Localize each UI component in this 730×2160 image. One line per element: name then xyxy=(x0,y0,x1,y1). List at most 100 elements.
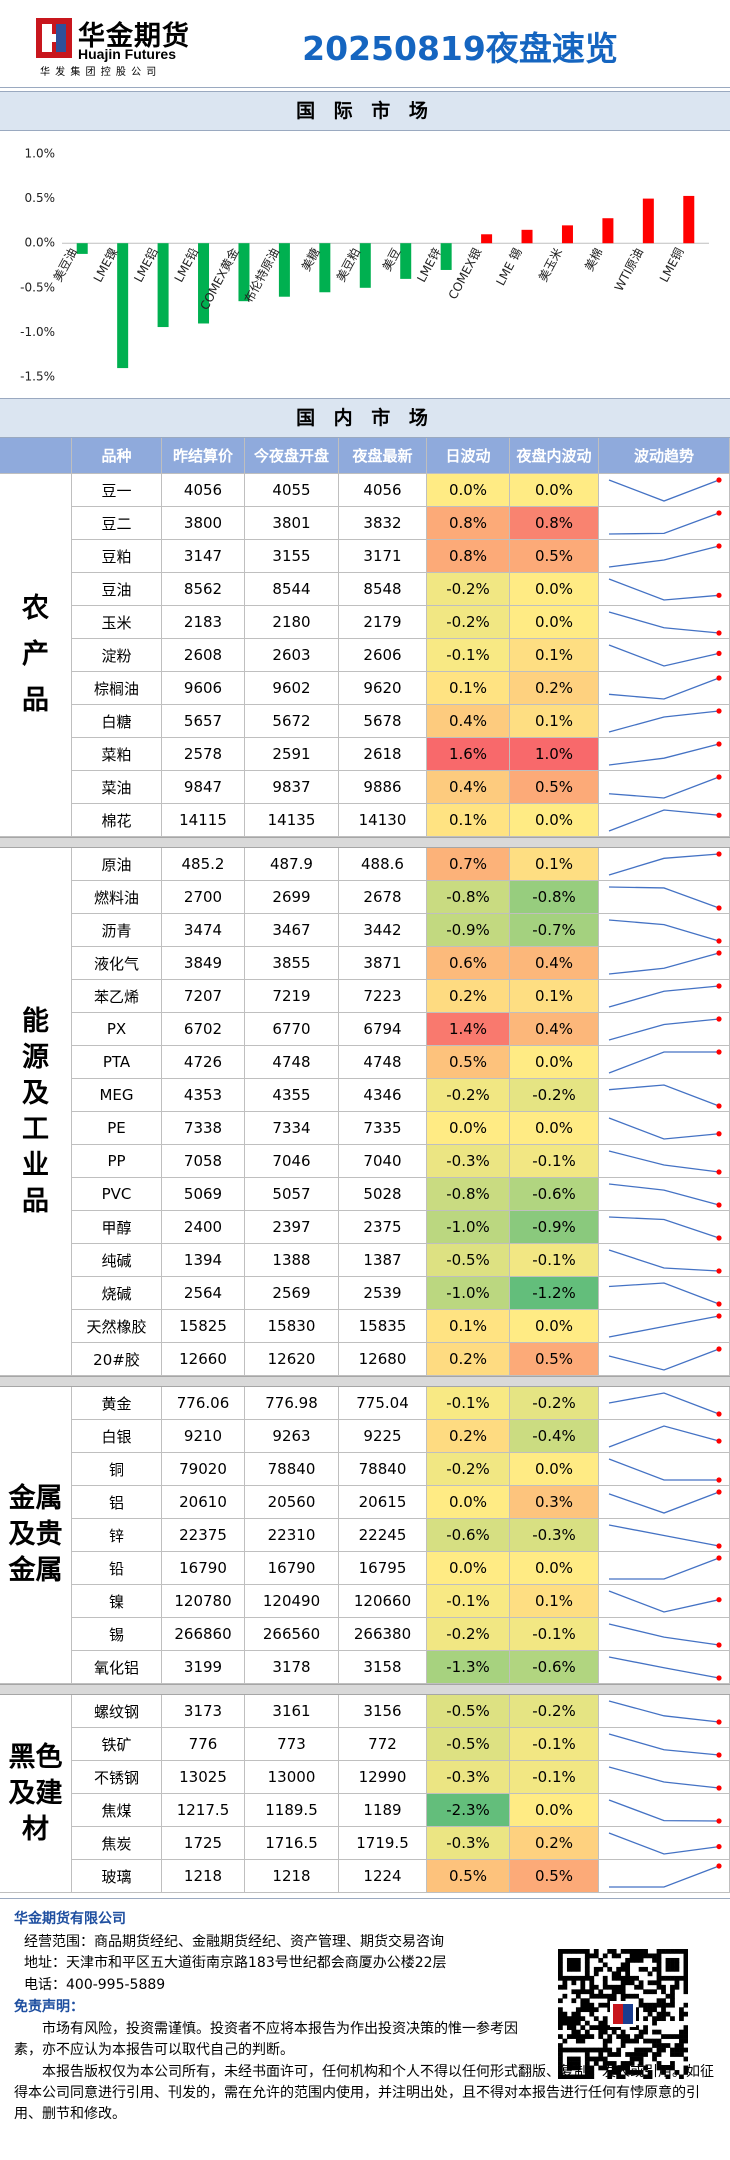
qr-module xyxy=(571,1989,577,1995)
trend-dot xyxy=(716,675,722,681)
qr-module xyxy=(607,1993,613,1999)
qr-module xyxy=(629,1949,635,1954)
qr-code xyxy=(558,1949,688,2079)
qr-module xyxy=(670,1993,675,1999)
price-cell: 5057 xyxy=(245,1178,339,1211)
name-cell: 甲醇 xyxy=(72,1211,162,1244)
price-cell: 9837 xyxy=(245,771,339,804)
change-cell: 0.2% xyxy=(427,980,510,1013)
trend-cell xyxy=(599,1695,730,1728)
qr-module xyxy=(643,1953,648,1959)
price-cell: 3155 xyxy=(245,540,339,573)
qr-module xyxy=(656,2029,662,2035)
trend-dot xyxy=(716,708,722,714)
qr-module xyxy=(625,1957,631,1963)
price-cell: 9210 xyxy=(162,1420,245,1453)
trend-dot xyxy=(716,1597,722,1603)
trend-cell xyxy=(599,540,730,573)
qr-module xyxy=(656,1949,662,1954)
change-cell: 0.0% xyxy=(427,1486,510,1519)
qr-module xyxy=(643,2029,648,2035)
qr-module xyxy=(593,2007,599,2013)
column-header: 夜盘内波动 xyxy=(510,438,599,474)
sparkline xyxy=(608,1216,722,1241)
trend-dot xyxy=(716,1169,722,1175)
qr-module xyxy=(643,2065,648,2071)
qr-module xyxy=(634,2011,639,2017)
group-separator xyxy=(0,1684,730,1695)
trend-cell xyxy=(599,1552,730,1585)
price-cell: 7046 xyxy=(245,1145,339,1178)
sparkline xyxy=(608,644,722,667)
qr-module xyxy=(625,2038,631,2044)
qr-module xyxy=(602,1993,608,1999)
trend-dot xyxy=(716,1863,722,1869)
price-cell: 3178 xyxy=(245,1651,339,1684)
trend-line xyxy=(608,1524,720,1547)
price-cell: 1716.5 xyxy=(245,1827,339,1860)
qr-module xyxy=(661,2002,666,2008)
sparkline xyxy=(608,1524,722,1549)
qr-module xyxy=(580,1998,586,2004)
price-cell: 7207 xyxy=(162,980,245,1013)
qr-module xyxy=(661,1998,666,2004)
qr-module xyxy=(629,1975,635,1981)
header-cell xyxy=(0,438,72,474)
change-cell: 0.0% xyxy=(510,606,599,639)
qr-module xyxy=(665,1957,671,1963)
qr-module xyxy=(558,2016,563,2022)
sparkline xyxy=(608,1832,722,1855)
price-cell: 2564 xyxy=(162,1277,245,1310)
qr-module xyxy=(683,2034,688,2039)
price-cell: 2569 xyxy=(245,1277,339,1310)
trend-cell xyxy=(599,1013,730,1046)
price-cell: 9606 xyxy=(162,672,245,705)
price-cell: 6794 xyxy=(339,1013,427,1046)
bar xyxy=(683,195,695,244)
qr-module xyxy=(602,1962,608,1968)
qr-module xyxy=(611,1953,617,1959)
bar xyxy=(561,225,573,244)
qr-module xyxy=(598,2020,604,2026)
change-cell: 0.5% xyxy=(427,1860,510,1893)
qr-module xyxy=(571,1975,577,1981)
price-cell: 2606 xyxy=(339,639,427,672)
qr-module xyxy=(616,2070,622,2075)
price-cell: 4748 xyxy=(339,1046,427,1079)
qr-module xyxy=(584,1953,590,1959)
name-cell: 白银 xyxy=(72,1420,162,1453)
qr-module xyxy=(584,1966,590,1972)
trend-cell xyxy=(599,507,730,540)
price-cell: 9263 xyxy=(245,1420,339,1453)
name-cell: PE xyxy=(72,1112,162,1145)
qr-module xyxy=(643,2025,648,2030)
qr-module xyxy=(584,2074,590,2079)
price-cell: 4355 xyxy=(245,1079,339,1112)
price-cell: 8544 xyxy=(245,573,339,606)
trend-line xyxy=(608,1315,720,1338)
qr-module xyxy=(620,2074,626,2079)
qr-module xyxy=(584,2052,590,2057)
name-cell: 豆一 xyxy=(72,474,162,507)
price-cell: 2591 xyxy=(245,738,339,771)
price-cell: 3474 xyxy=(162,914,245,947)
price-cell: 1218 xyxy=(245,1860,339,1893)
trend-cell xyxy=(599,1585,730,1618)
qr-module xyxy=(598,1957,604,1963)
sparkline xyxy=(608,1700,722,1725)
qr-module xyxy=(566,1962,572,1968)
qr-module xyxy=(652,2043,657,2048)
change-cell: -0.6% xyxy=(510,1651,599,1684)
qr-module xyxy=(643,1989,648,1995)
qr-module xyxy=(629,2061,635,2066)
qr-module xyxy=(679,2034,684,2039)
qr-module xyxy=(638,1984,644,1990)
sparkline xyxy=(608,1623,722,1648)
qr-module xyxy=(629,2056,635,2062)
price-cell: 3832 xyxy=(339,507,427,540)
trend-cell xyxy=(599,1519,730,1552)
change-cell: 0.0% xyxy=(510,804,599,837)
qr-module xyxy=(584,1962,590,1968)
group-label: 黑色及建材 xyxy=(0,1695,72,1893)
qr-module xyxy=(683,2029,688,2035)
